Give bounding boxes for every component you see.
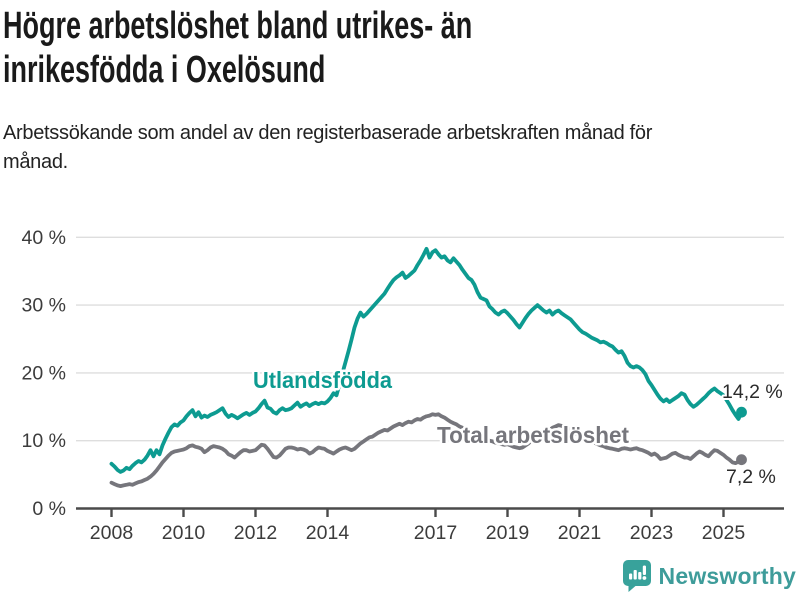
newsworthy-logo-icon [622,560,651,592]
x-tick-label-2014: 2014 [306,522,350,544]
x-tick-label-2010: 2010 [162,522,206,544]
series-end-dot-utlandsfodda [736,406,747,418]
end-value-label-total: 7,2 % [726,466,776,488]
series-label-total: Total arbetslöshet [437,422,629,448]
series-line-total [109,412,744,488]
newsworthy-wordmark: Newsworthy [658,562,796,589]
x-tick-label-2012: 2012 [234,522,277,544]
x-tick-label-2021: 2021 [558,522,601,544]
series-line-utlandsfodda [109,246,744,474]
series-label-utlandsfodda: Utlandsfödda [253,367,392,393]
chart-description: Arbetssökande som andel av den registerb… [3,122,653,173]
x-tick-label-2019: 2019 [486,522,529,544]
y-tick-label-40: 40 % [22,227,66,249]
y-tick-label-0: 0 % [32,498,66,520]
x-tick-label-2008: 2008 [90,522,133,544]
y-tick-label-30: 30 % [22,295,66,317]
page-title-line-1: Högre arbetslöshet bland utrikes- än [3,5,473,47]
x-tick-label-2023: 2023 [630,522,673,544]
y-tick-label-10: 10 % [22,430,66,452]
end-value-label-utlandsfodda: 14,2 % [722,381,783,403]
series-end-dot-total [736,454,747,466]
x-tick-label-2025: 2025 [702,522,746,544]
page-title: Högre arbetslöshet bland utrikes- än inr… [3,4,472,92]
y-tick-label-20: 20 % [22,362,66,384]
x-tick-label-2017: 2017 [414,522,457,544]
newsworthy-logo-link[interactable]: Newsworthy [622,559,796,593]
page-title-line-2: inrikesfödda i Oxelösund [3,49,326,91]
